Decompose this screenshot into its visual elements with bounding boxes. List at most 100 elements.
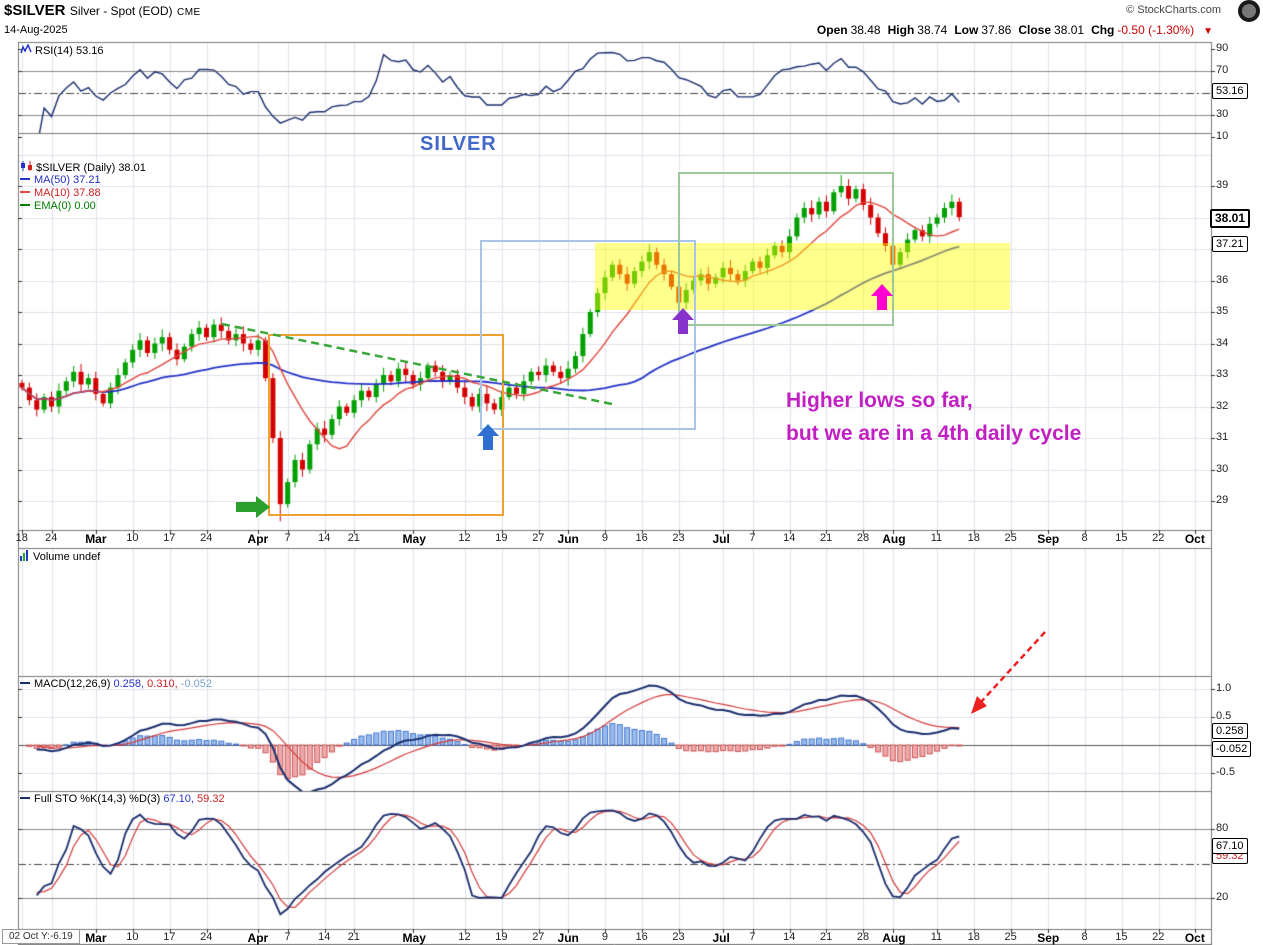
x-tick-label: 7 (749, 532, 756, 544)
candlestick-icon (21, 161, 32, 171)
price-axis-label: 29 (1216, 494, 1229, 506)
x-tick-label: 23 (672, 532, 685, 544)
sto-k-box: 67.10 (1212, 838, 1248, 854)
x-tick-label: Jul (712, 532, 730, 546)
rsi-axis-label: 90 (1216, 42, 1229, 54)
sto-d-value: 59.32 (197, 793, 225, 805)
x-tick-label: 14 (783, 931, 796, 943)
x-tick-label: Oct (1184, 931, 1205, 945)
x-tick-label: Mar (85, 532, 107, 546)
x-tick-label: 7 (284, 532, 291, 544)
magenta-up-arrow (871, 284, 893, 310)
x-tick-label: 14 (318, 931, 331, 943)
price-ma50-box: 37.21 (1212, 236, 1248, 252)
x-tick-label: Sep (1037, 931, 1060, 945)
x-tick-label: 27 (532, 931, 545, 943)
x-tick-label: 21 (347, 532, 360, 544)
x-tick-label: 14 (318, 532, 331, 544)
price-axis-label: 31 (1216, 431, 1229, 443)
macd-value-box: 0.258 (1212, 723, 1248, 739)
x-tick-label: 22 (1152, 931, 1165, 943)
x-tick-label: 12 (458, 931, 471, 943)
open-value: 38.48 (850, 23, 881, 37)
x-tick-label: 18 (15, 532, 28, 544)
close-label: Close (1018, 23, 1052, 37)
x-tick-label: Aug (882, 532, 906, 546)
x-tick-label: 24 (200, 532, 213, 544)
volume-icon (20, 550, 28, 561)
x-tick-label: Apr (247, 931, 269, 945)
x-tick-label: 17 (163, 532, 176, 544)
x-tick-label: 9 (601, 931, 608, 943)
macd-legend: MACD(12,26,9) 0.258, 0.310, -0.052 (20, 678, 212, 690)
x-tick-label: 8 (1081, 931, 1088, 943)
macd-axis-label: -0.5 (1216, 766, 1235, 778)
sto-axis-label: 20 (1216, 891, 1229, 903)
macd-value: 0.258, (113, 678, 145, 690)
x-tick-label: 7 (284, 931, 291, 943)
x-tick-label: 18 (967, 532, 980, 544)
rsi-legend-label: RSI(14) 53.16 (35, 45, 104, 57)
x-tick-label: 7 (749, 931, 756, 943)
ema-label: EMA(0) 0.00 (34, 200, 96, 212)
x-tick-label: 9 (601, 532, 608, 544)
price-axis-label: 32 (1216, 399, 1229, 412)
x-tick-label: 17 (163, 931, 176, 943)
copyright: © StockCharts.com (1126, 4, 1221, 16)
symbol-ticker: $SILVER (4, 2, 66, 19)
price-axis-label: 33 (1216, 368, 1229, 380)
x-tick-label: 16 (635, 532, 648, 544)
yellow-highlight-box (595, 243, 1010, 310)
price-axis-label: 39 (1216, 179, 1229, 191)
blue-up-arrow (477, 424, 499, 450)
macd-axis-label: 1.0 (1216, 682, 1232, 694)
sto-legend: Full STO %K(14,3) %D(3) 67.10, 59.32 (20, 793, 225, 805)
x-tick-label: 22 (1152, 532, 1165, 544)
x-tick-label: 28 (856, 532, 870, 544)
close-value: 38.01 (1054, 23, 1085, 37)
x-tick-label: 16 (635, 931, 648, 943)
x-tick-label: 10 (126, 931, 139, 943)
x-tick-label: May (402, 532, 426, 546)
x-tick-label: 21 (347, 931, 360, 943)
high-label: High (887, 23, 915, 37)
x-tick-label: 10 (126, 532, 139, 544)
ma50-legend: MA(50) 37.21 (20, 174, 101, 186)
price-axis-label: 36 (1216, 273, 1229, 286)
crosshair-readout: 02 Oct Y:-6.19 (2, 929, 80, 944)
ma50-label: MA(50) 37.21 (34, 174, 101, 186)
price-axis-label: 35 (1216, 305, 1229, 317)
sto-k-value: 67.10, (163, 793, 194, 805)
orange-rectangle (268, 334, 504, 516)
cycle-note: Higher lows so far, but we are in a 4th … (786, 384, 1081, 450)
symbol-name: Silver - Spot (EOD) (69, 4, 173, 18)
rsi-axis-label: 30 (1216, 108, 1229, 120)
x-tick-label: 21 (820, 532, 833, 544)
volume-legend: Volume undef (20, 550, 100, 563)
x-tick-label: 27 (532, 532, 545, 544)
blue-rectangle (480, 240, 696, 430)
ema-legend: EMA(0) 0.00 (20, 200, 96, 212)
price-axis-label: 30 (1216, 462, 1229, 475)
down-triangle-icon: ▼ (1203, 26, 1213, 37)
green-rectangle (678, 172, 894, 326)
green-right-arrow (236, 496, 270, 518)
green-dashed-trendline (221, 322, 613, 406)
corner-logo-icon (1238, 0, 1260, 22)
x-tick-label: Apr (247, 532, 269, 546)
macd-swatch-icon (20, 682, 30, 684)
open-label: Open (816, 23, 848, 37)
x-tick-label: 18 (967, 931, 980, 943)
cycle-note-line1: Higher lows so far, (786, 389, 973, 412)
ma10-legend: MA(10) 37.88 (20, 187, 101, 199)
price-legend: $SILVER (Daily) 38.01 (20, 160, 146, 174)
exchange-code: CME (177, 7, 201, 18)
rsi-axis-label: 70 (1216, 64, 1229, 76)
x-tick-label: Jun (557, 532, 579, 546)
ema-swatch-icon (20, 204, 30, 206)
x-tick-label: Jul (712, 931, 730, 945)
rsi-axis-label: 10 (1216, 130, 1229, 142)
ma10-label: MA(10) 37.88 (34, 187, 101, 199)
